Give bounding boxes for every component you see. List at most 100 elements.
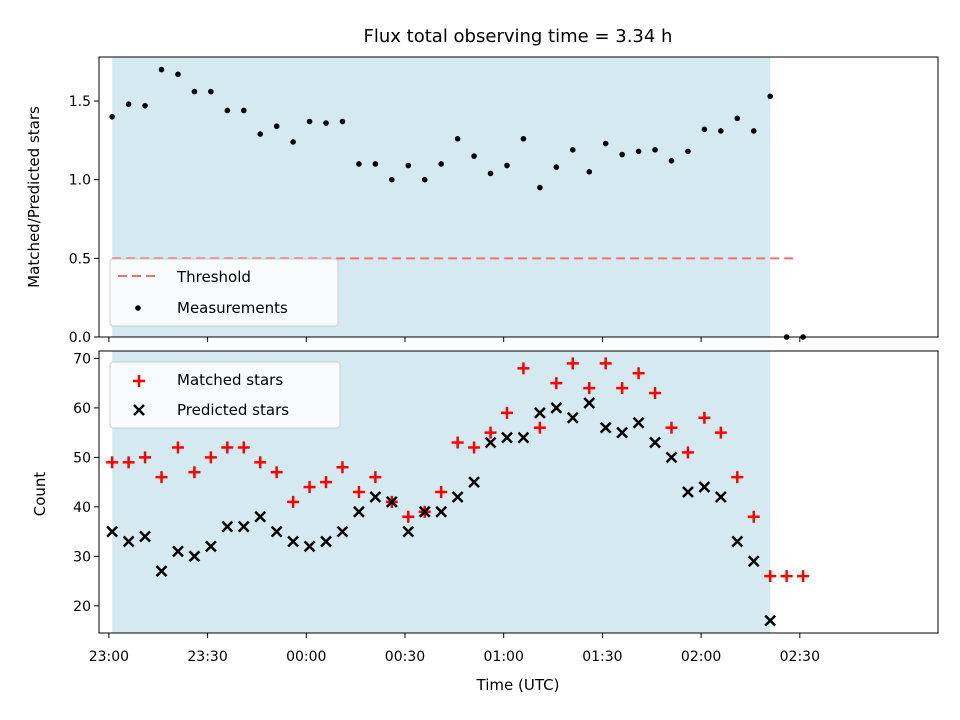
y-tick-label: 0.5	[69, 251, 91, 267]
predicted-star-point	[385, 496, 398, 508]
matched-star-point	[533, 421, 546, 434]
predicted-star-point	[122, 535, 135, 548]
matched-star-point	[632, 367, 645, 380]
predicted-star-point	[616, 426, 629, 439]
matched-star-point	[517, 362, 530, 375]
measurement-point	[389, 176, 395, 183]
x-tick-label: 23:30	[187, 649, 227, 665]
x-tick-label: 00:00	[286, 649, 326, 665]
top-legend-box	[109, 258, 339, 327]
bottom-panel: 20 30 40 50 60 70 23:00 23:30 00:00 00:30 01:00 01…	[31, 350, 939, 694]
matched-star-point	[583, 382, 596, 395]
measurement-point	[290, 139, 296, 145]
predicted-star-point	[221, 520, 234, 533]
measurement-point	[109, 113, 115, 120]
predicted-star-point	[254, 510, 267, 523]
matched-star-point	[287, 495, 300, 508]
predicted-star-point	[139, 530, 151, 543]
top-panel: 0.0 0.5 1.0 1.5 Flux total observing time =…	[25, 26, 939, 346]
top-legend: Threshold Measurements	[109, 258, 339, 327]
measurement-point	[421, 176, 428, 183]
matched-star-point	[714, 426, 727, 439]
matched-star-point	[188, 466, 201, 479]
measurement-point	[471, 153, 477, 159]
measurement-point	[372, 161, 379, 167]
measurement-point	[602, 140, 609, 147]
matched-star-point	[599, 357, 612, 370]
matched-star-point	[797, 570, 810, 583]
predicted-star-point	[583, 397, 596, 409]
y-tick-label: 1.0	[69, 173, 91, 189]
predicted-star-point	[665, 451, 678, 464]
predicted-star-point	[550, 402, 563, 414]
predicted-star-point	[501, 431, 513, 444]
measurement-point	[767, 93, 773, 100]
matched-star-point	[402, 510, 415, 523]
bottom-legend-box	[109, 361, 341, 429]
x-tick-label: 00:30	[385, 649, 425, 665]
matched-star-point	[320, 476, 333, 489]
predicted-star-point	[566, 411, 579, 424]
measurement-point	[750, 128, 757, 134]
predicted-star-point	[287, 535, 300, 548]
top-data-marks	[109, 66, 806, 340]
predicted-star-point	[204, 540, 217, 553]
measurement-point	[504, 162, 510, 169]
measurement-point	[273, 123, 280, 130]
measurement-point	[240, 107, 247, 114]
matched-star-point	[435, 486, 448, 498]
predicted-star-point	[451, 491, 464, 503]
measurement-point	[323, 120, 329, 126]
measurement-point	[569, 147, 576, 153]
matched-star-point	[336, 461, 349, 474]
matched-star-point	[698, 411, 711, 424]
bottom-legend: Matched stars Predicted stars	[109, 361, 341, 429]
predicted-star-point	[106, 525, 119, 538]
measurement-point	[454, 135, 461, 142]
matched-star-point	[171, 441, 184, 454]
matched-star-point	[468, 441, 481, 454]
measurement-point	[668, 158, 675, 164]
predicted-star-point	[320, 535, 332, 548]
x-tick-label: 02:00	[681, 649, 721, 665]
legend-threshold-label: Threshold	[176, 268, 251, 286]
predicted-star-point	[731, 535, 744, 548]
measurement-point	[191, 88, 198, 95]
measurement-point	[224, 107, 231, 114]
bottom-data-marks	[106, 357, 810, 627]
chart-title: Flux total observing time = 3.34 h	[364, 26, 673, 47]
predicted-star-point	[336, 525, 349, 538]
predicted-star-point	[698, 481, 711, 493]
measurement-point	[125, 101, 132, 107]
bottom-y-axis-label: Count	[31, 472, 49, 517]
predicted-star-point	[435, 505, 448, 518]
y-tick-label: 0.0	[69, 330, 91, 346]
matched-star-point	[237, 441, 250, 454]
top-x-ticks	[108, 337, 801, 342]
measurement-point	[487, 170, 494, 177]
y-tick-label: 1.5	[69, 94, 91, 110]
legend-measurements-marker	[135, 305, 141, 311]
predicted-star-point	[682, 486, 694, 498]
predicted-star-point	[534, 406, 546, 419]
matched-star-point	[106, 456, 119, 469]
predicted-star-point	[468, 476, 480, 488]
matched-star-point	[764, 570, 777, 583]
matched-star-point	[566, 357, 579, 370]
y-tick-label: 20	[73, 599, 91, 615]
matched-star-point	[649, 387, 662, 400]
matched-star-point	[303, 481, 316, 494]
predicted-star-point	[517, 431, 530, 444]
matched-star-point	[155, 471, 168, 484]
measurement-point	[652, 147, 658, 153]
y-tick-label: 70	[73, 351, 91, 367]
measurement-point	[701, 126, 708, 133]
measurement-point	[356, 161, 362, 167]
x-tick-label: 23:00	[89, 649, 129, 665]
matched-star-point	[731, 471, 744, 484]
measurement-point	[306, 118, 313, 125]
legend-matched-marker	[133, 375, 145, 387]
measurement-point	[339, 118, 346, 125]
matched-star-point	[122, 456, 135, 469]
matched-star-point	[254, 456, 267, 469]
